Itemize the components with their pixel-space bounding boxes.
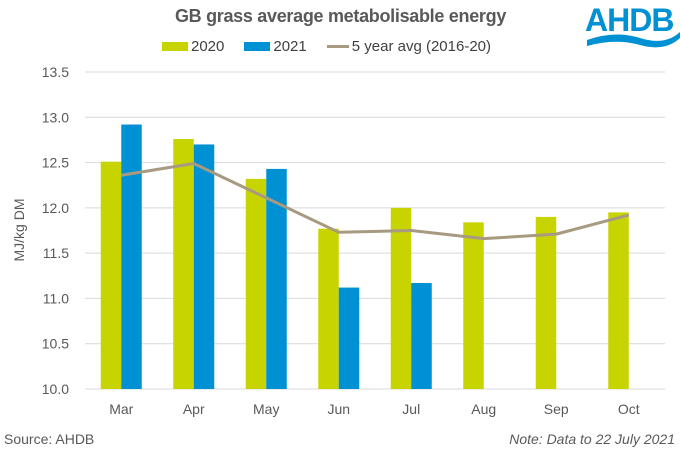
chart-title: GB grass average metabolisable energy xyxy=(174,6,507,26)
legend-swatch-5yr-avg xyxy=(326,45,349,48)
y-tick-label: 13.0 xyxy=(42,109,69,125)
ahdb-logo: AHDB xyxy=(585,2,681,52)
y-tick-label: 12.5 xyxy=(42,155,69,171)
bar-2020-Apr xyxy=(173,139,194,389)
legend-label-2020: 2020 xyxy=(191,38,225,55)
x-tick-label: Apr xyxy=(183,401,205,417)
logo-text: AHDB xyxy=(585,2,674,38)
bar-2020-Sep xyxy=(535,216,557,389)
y-tick-label: 11.5 xyxy=(43,245,69,261)
x-tick-label: Jun xyxy=(327,401,350,417)
bar-2021-Jul xyxy=(411,283,432,389)
bar-2020-Aug xyxy=(463,222,484,389)
legend-swatch-2021 xyxy=(244,42,271,51)
note-text: Note: Data to 22 July 2021 xyxy=(509,431,675,447)
bar-2021-Apr xyxy=(193,144,215,389)
x-tick-label: Sep xyxy=(544,401,569,417)
bar-2020-Oct xyxy=(608,212,629,389)
bar-2021-Mar xyxy=(121,124,142,389)
legend-label-5yr-avg: 5 year avg (2016-20) xyxy=(351,38,491,55)
x-tick-label: Mar xyxy=(109,401,133,417)
chart-legend: 2020 2021 5 year avg (2016-20) xyxy=(162,38,511,55)
bar-2020-Mar xyxy=(100,161,122,389)
legend-item-2020: 2020 xyxy=(162,38,224,55)
y-tick-label: 10.0 xyxy=(42,381,69,397)
y-tick-label: 11.0 xyxy=(43,290,69,306)
x-tick-label: Oct xyxy=(618,401,640,417)
x-tick-label: Aug xyxy=(471,401,496,417)
legend-item-2021: 2021 xyxy=(244,38,307,55)
y-tick-label: 12.0 xyxy=(42,200,69,216)
logo-wave-icon xyxy=(587,32,680,48)
legend-swatch-2020 xyxy=(162,42,188,51)
line-5yr-avg xyxy=(121,161,630,241)
bar-2020-May xyxy=(245,178,267,389)
y-tick-label: 13.5 xyxy=(42,64,69,80)
bar-2020-Jun xyxy=(318,228,339,389)
y-axis-label: MJ/kg DM xyxy=(11,199,27,262)
legend-item-5yr-avg: 5 year avg (2016-20) xyxy=(326,38,491,55)
bar-2021-May xyxy=(266,168,287,389)
bar-2021-Jun xyxy=(338,287,360,389)
x-tick-label: May xyxy=(253,401,279,417)
y-tick-label: 10.5 xyxy=(42,336,69,352)
source-text: Source: AHDB xyxy=(4,431,95,447)
bar-2020-Jul xyxy=(390,207,412,389)
legend-label-2021: 2021 xyxy=(273,38,307,55)
x-tick-label: Jul xyxy=(402,401,420,417)
